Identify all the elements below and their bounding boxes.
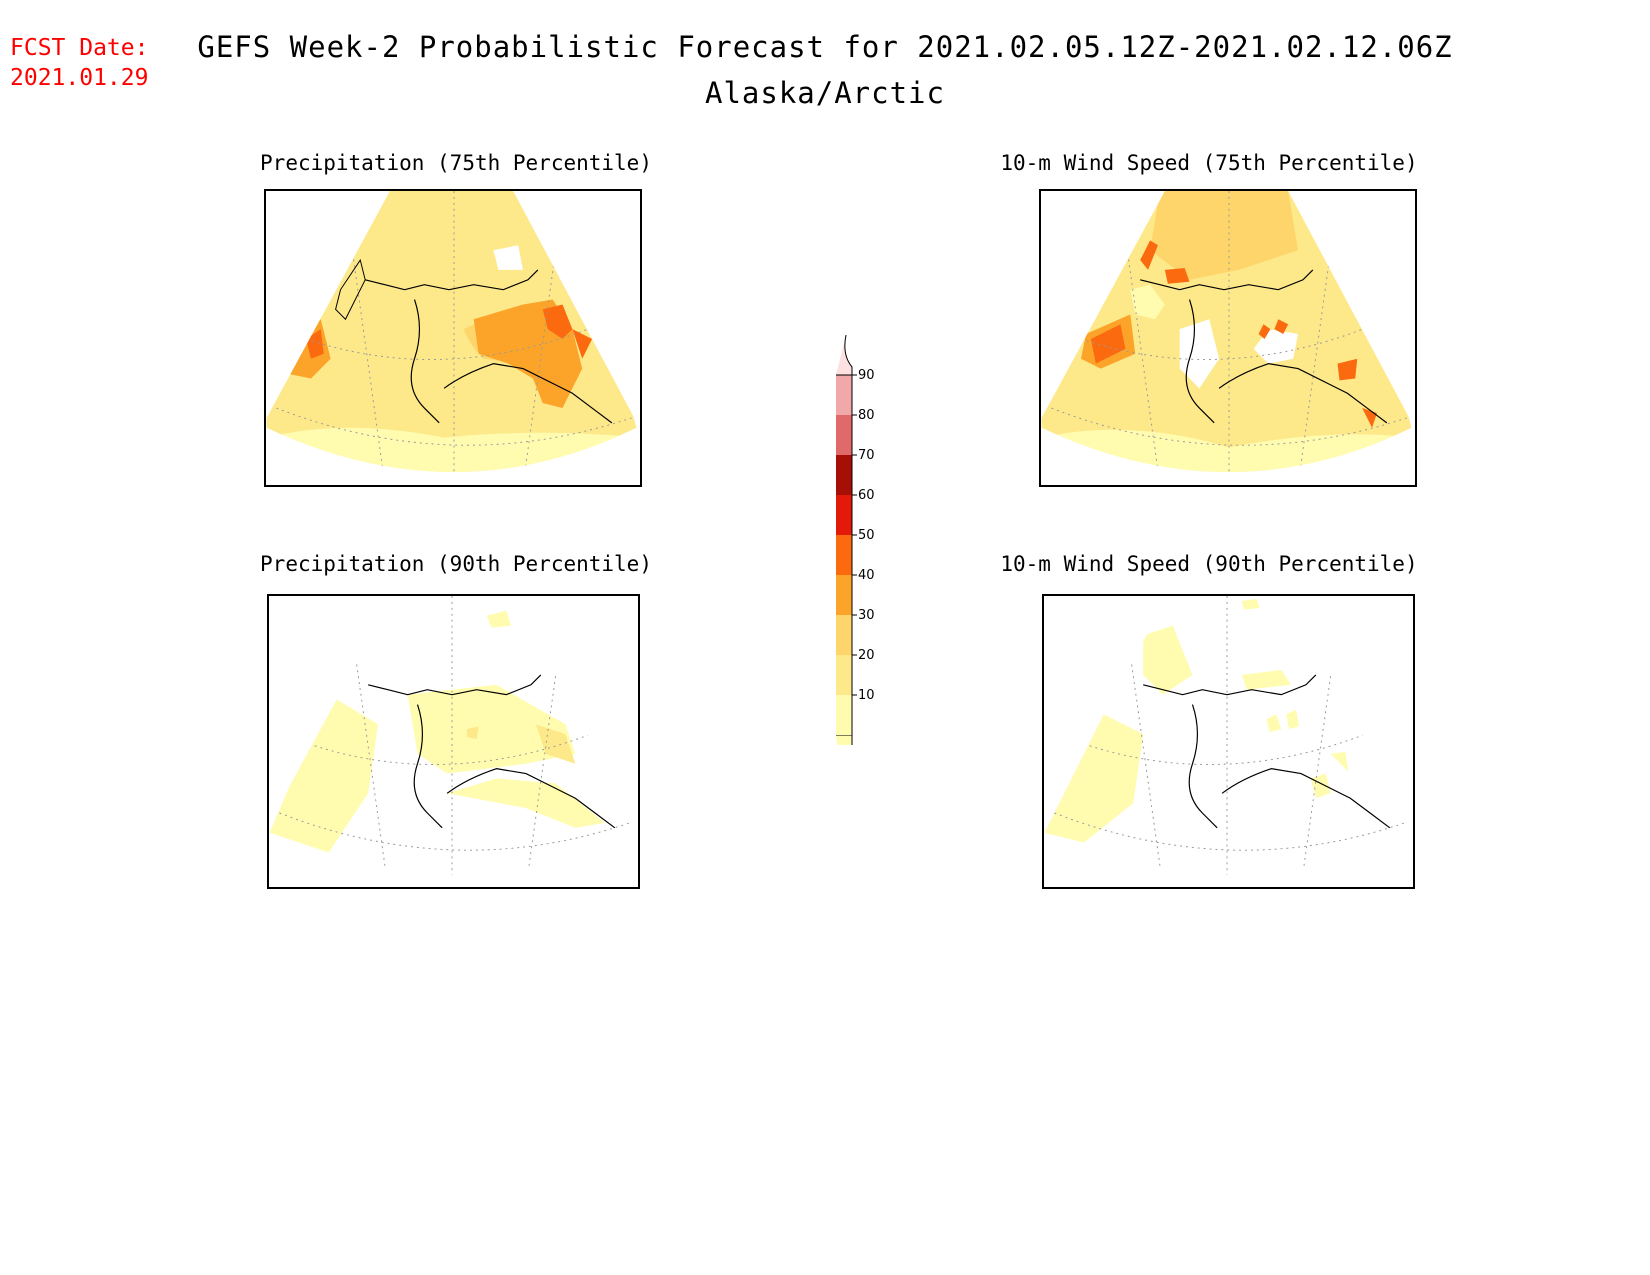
colorbar-tick-label: 60 — [858, 488, 875, 503]
alaska-coastline — [1143, 674, 1391, 829]
colorbar-tick-label: 10 — [858, 688, 875, 703]
colorbar-swatch — [836, 495, 852, 535]
panel-title-precip-75: Precipitation (75th Percentile) — [260, 151, 652, 175]
colorbar-tick-label: 80 — [858, 408, 875, 423]
map-precip-90 — [267, 594, 640, 889]
colorbar-swatch — [836, 575, 852, 615]
colorbar-tick-label: 70 — [858, 448, 875, 463]
colorbar-swatch — [836, 655, 852, 695]
alaska-coastline — [365, 269, 613, 424]
colorbar-bottom-cap — [836, 734, 853, 796]
colorbar-tick-label: 90 — [858, 368, 875, 383]
page-subtitle: Alaska/Arctic — [705, 76, 945, 110]
forecast-date-value: 2021.01.29 — [10, 65, 149, 91]
colorbar-swatch — [836, 415, 852, 455]
colorbar-swatch — [836, 615, 852, 655]
map-precip-75 — [264, 189, 642, 487]
colorbar-top-cap — [836, 334, 853, 376]
colorbar-swatch — [836, 455, 852, 495]
colorbar-swatch — [836, 375, 852, 415]
colorbar-tick-label: 30 — [858, 608, 875, 623]
page-title: GEFS Week-2 Probabilistic Forecast for 2… — [197, 30, 1453, 64]
forecast-date-label: FCST Date: — [10, 35, 149, 61]
map-wind-75 — [1039, 189, 1417, 487]
panel-title-precip-90: Precipitation (90th Percentile) — [260, 552, 652, 576]
panel-title-wind-90: 10-m Wind Speed (90th Percentile) — [1000, 552, 1418, 576]
colorbar-tick-label: 50 — [858, 528, 875, 543]
map-wind-90 — [1042, 594, 1415, 889]
panel-title-wind-75: 10-m Wind Speed (75th Percentile) — [1000, 151, 1418, 175]
alaska-coastline — [368, 674, 616, 829]
colorbar-tick-label: 20 — [858, 648, 875, 663]
colorbar-swatch — [836, 535, 852, 575]
alaska-coastline — [1140, 269, 1388, 424]
colorbar-swatch — [836, 695, 852, 735]
colorbar-tick-label: 40 — [858, 568, 875, 583]
colorbar: 10 20 30 40 50 60 70 80 90 — [826, 334, 886, 796]
